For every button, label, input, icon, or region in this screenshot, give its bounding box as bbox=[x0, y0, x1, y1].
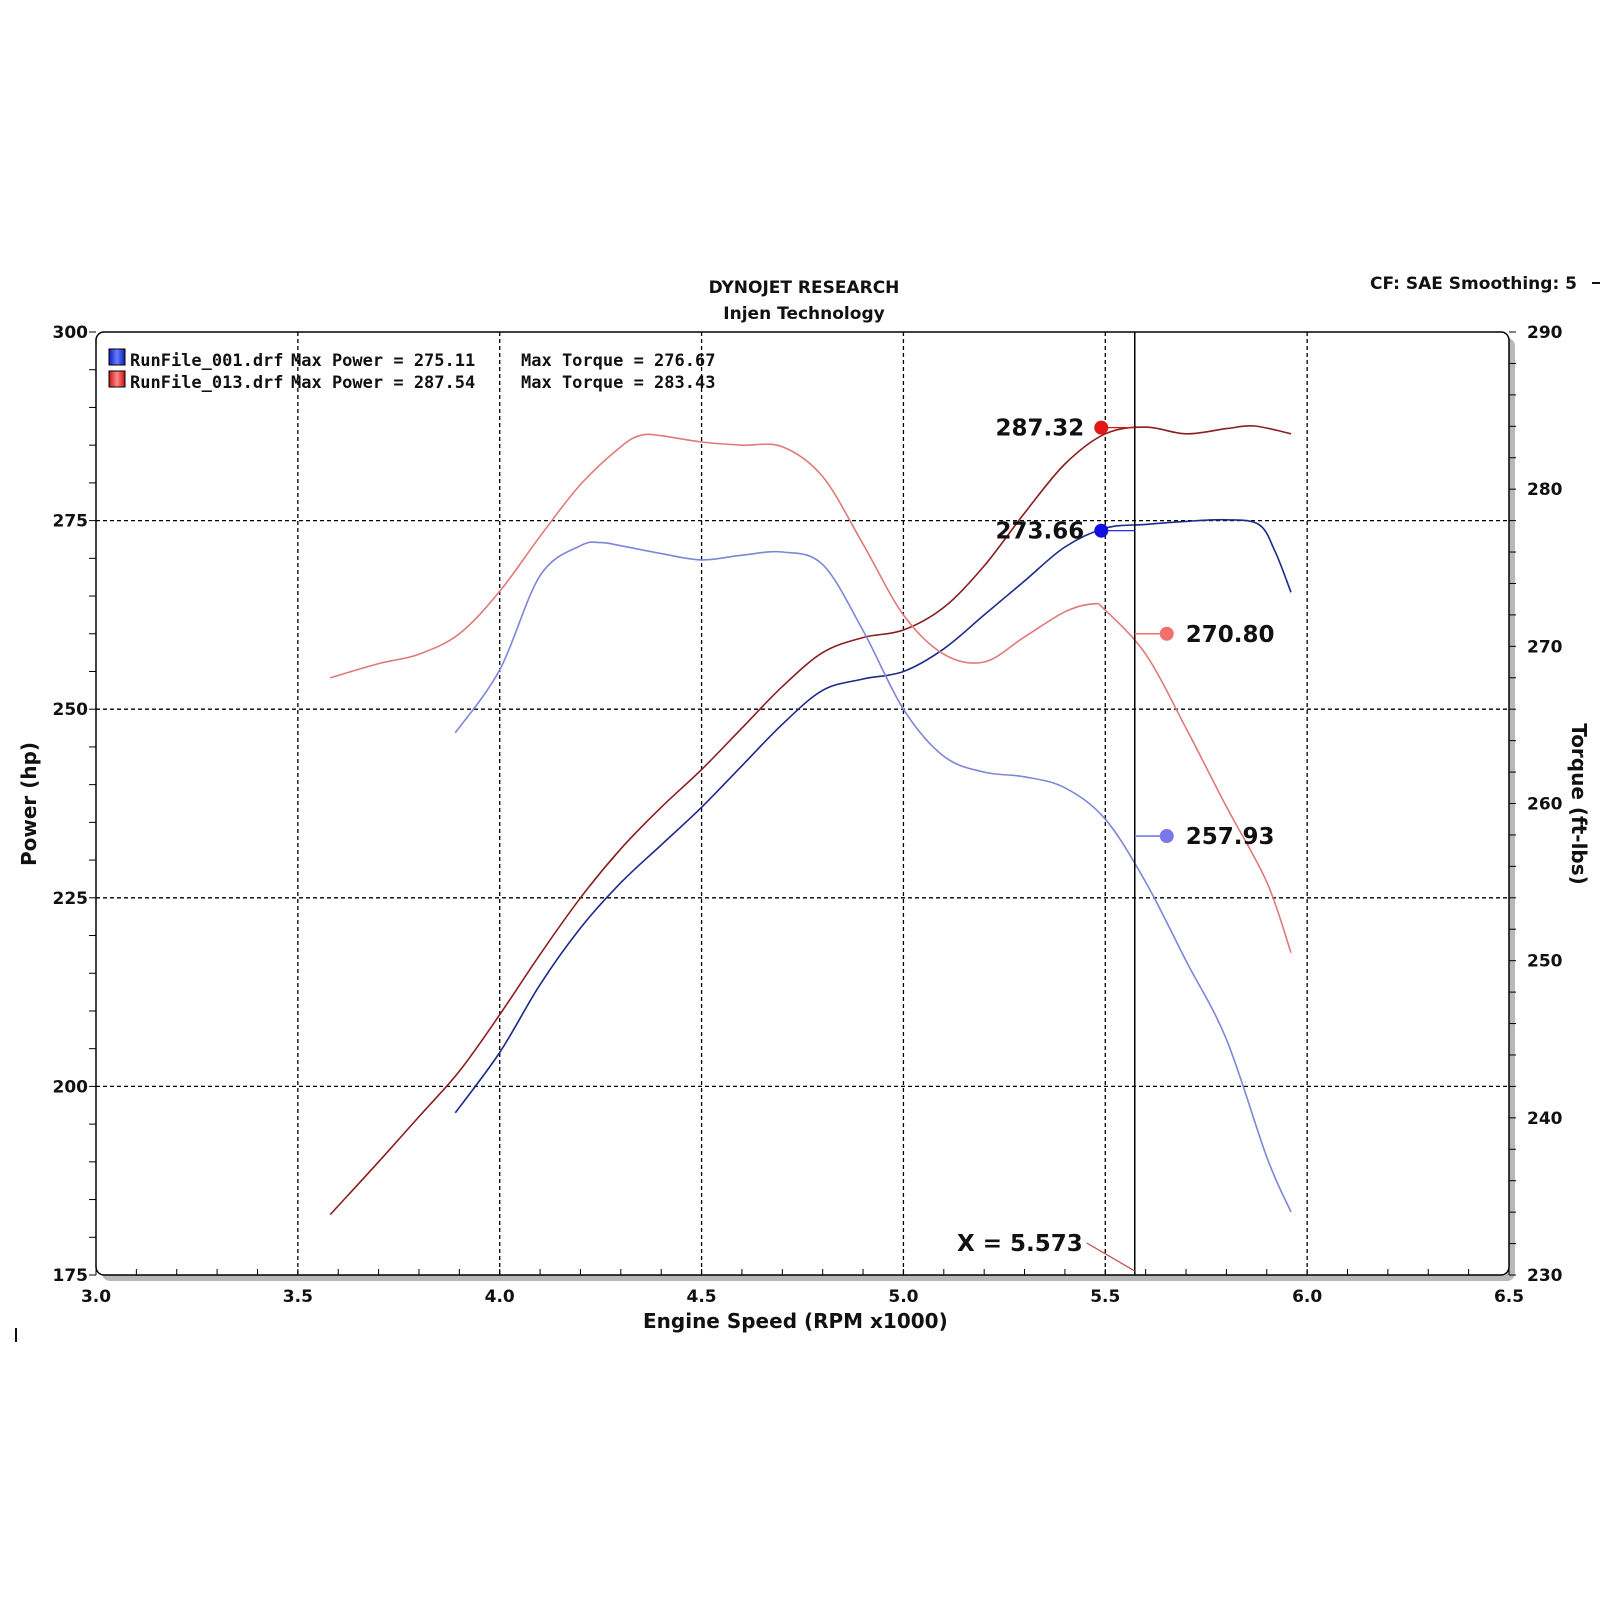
chart-subtitle: Injen Technology bbox=[723, 304, 884, 324]
value-marker-label: 257.93 bbox=[1186, 824, 1275, 850]
legend-power-run-001: Max Power = 275.11 bbox=[291, 351, 475, 371]
tick-labels: 3.0 3.5 4.0 4.5 5.0 5.5 6.0 6.5 175 200 225 250 275 3… bbox=[53, 323, 1563, 1307]
y-tick-label: 275 bbox=[53, 512, 89, 532]
x-tick-label: 3.0 bbox=[81, 1287, 111, 1307]
y2-tick-label: 250 bbox=[1527, 952, 1563, 972]
series-line-power-runfile-001 bbox=[454, 518, 1292, 1114]
value-marker-dot bbox=[1159, 829, 1174, 844]
value-marker-dot bbox=[1159, 626, 1174, 641]
x-tick-label: 4.5 bbox=[687, 1287, 717, 1307]
y2-tick-label: 240 bbox=[1527, 1109, 1563, 1129]
value-marker-dot bbox=[1094, 420, 1109, 435]
y2-tick-label: 260 bbox=[1527, 795, 1563, 815]
series-line-power-runfile-013 bbox=[329, 425, 1292, 1216]
series-line-torque-runfile-013 bbox=[329, 433, 1292, 954]
plot-frame bbox=[95, 331, 1510, 1276]
x-tick-label: 4.0 bbox=[485, 1287, 515, 1307]
series-line-torque-runfile-001 bbox=[454, 541, 1292, 1213]
series-lines bbox=[329, 425, 1292, 1216]
value-markers: 287.32 273.66 270.80 257.93 bbox=[995, 416, 1274, 850]
cursor-leader bbox=[1086, 1242, 1136, 1272]
y-axis-label: Power (hp) bbox=[17, 742, 41, 866]
y2-tick-label: 270 bbox=[1527, 637, 1563, 657]
value-marker-label: 287.32 bbox=[995, 416, 1084, 442]
settings-readout: CF: SAE Smoothing: 5 bbox=[1370, 274, 1577, 294]
x-tick-label: 6.5 bbox=[1494, 1287, 1524, 1307]
value-marker-label: 273.66 bbox=[995, 519, 1084, 545]
cursor-label: X = 5.573 bbox=[957, 1231, 1083, 1257]
y-tick-label: 300 bbox=[53, 323, 89, 343]
axis-ticks bbox=[89, 331, 1516, 1276]
value-marker-label: 270.80 bbox=[1186, 622, 1275, 648]
cursor: X = 5.573 bbox=[957, 332, 1136, 1275]
legend-swatch-run-001 bbox=[108, 348, 126, 366]
legend-power-run-013: Max Power = 287.54 bbox=[291, 373, 475, 393]
x-tick-label: 3.5 bbox=[283, 1287, 313, 1307]
legend-swatch-run-013 bbox=[108, 370, 126, 388]
x-tick-label: 5.5 bbox=[1090, 1287, 1120, 1307]
legend: RunFile_001.drf Max Power = 275.11 Max T… bbox=[108, 348, 715, 393]
y2-tick-label: 230 bbox=[1527, 1266, 1563, 1286]
x-axis-label: Engine Speed (RPM x1000) bbox=[643, 1309, 948, 1333]
value-marker-dot bbox=[1094, 523, 1109, 538]
legend-file-run-001: RunFile_001.drf bbox=[130, 351, 284, 371]
y-tick-label: 225 bbox=[53, 889, 89, 909]
legend-torque-run-001: Max Torque = 276.67 bbox=[521, 351, 715, 371]
y2-axis-label: Torque (ft-lbs) bbox=[1567, 723, 1591, 885]
y-tick-label: 175 bbox=[53, 1266, 89, 1286]
x-tick-label: 6.0 bbox=[1292, 1287, 1322, 1307]
y-tick-label: 200 bbox=[53, 1077, 89, 1097]
x-tick-label: 5.0 bbox=[888, 1287, 918, 1307]
y2-tick-label: 280 bbox=[1527, 480, 1563, 500]
legend-torque-run-013: Max Torque = 283.43 bbox=[521, 373, 715, 393]
chart-title: DYNOJET RESEARCH bbox=[709, 278, 900, 298]
legend-file-run-013: RunFile_013.drf bbox=[130, 373, 284, 393]
y2-tick-label: 290 bbox=[1527, 323, 1563, 343]
y-tick-label: 250 bbox=[53, 700, 89, 720]
